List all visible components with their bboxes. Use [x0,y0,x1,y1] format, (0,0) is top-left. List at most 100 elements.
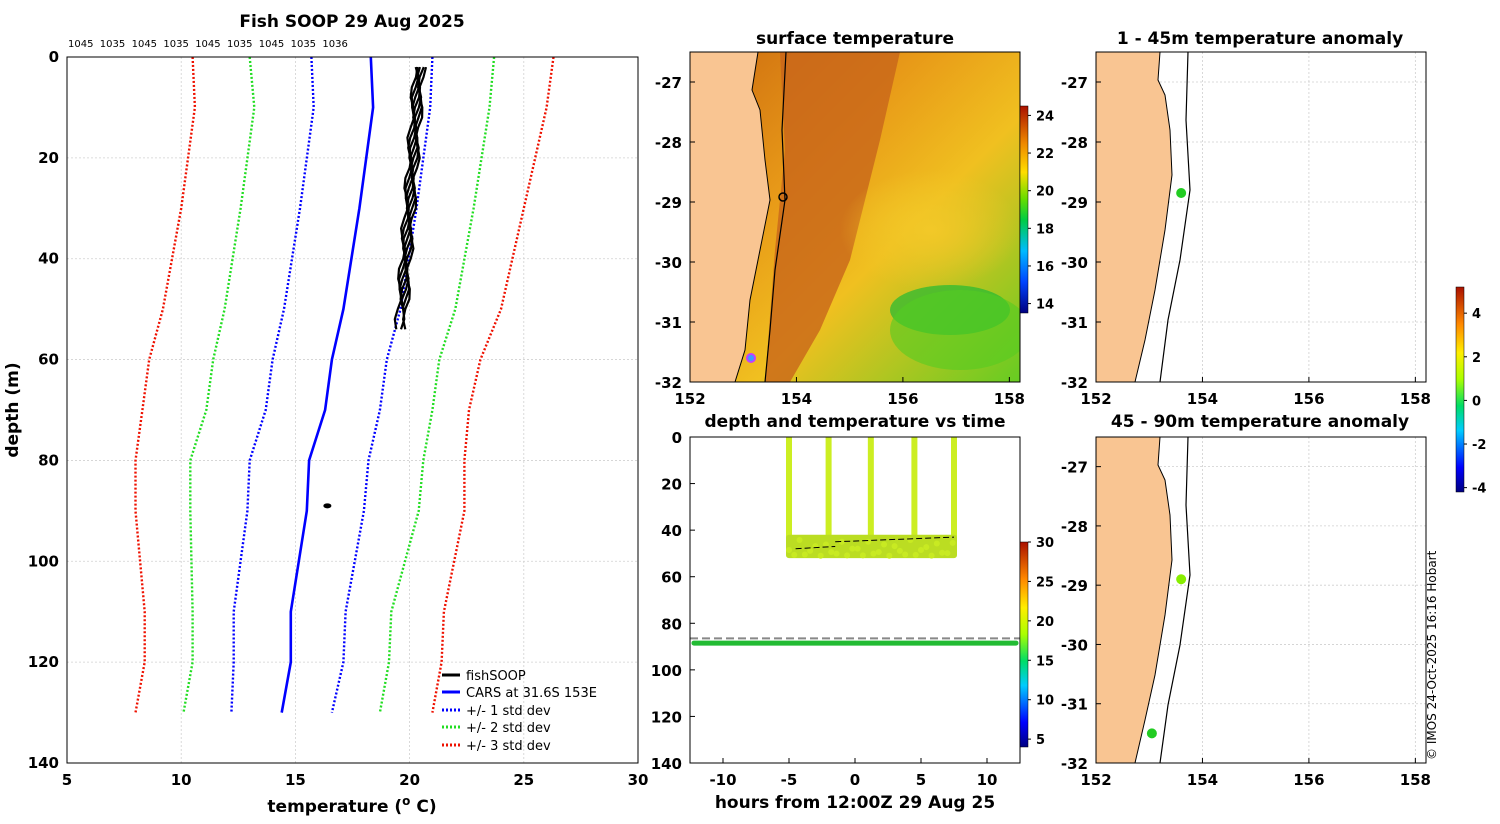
sst-ticks: 152 154 156 158 -27 -28 -29 -30 -31 -32 [655,74,1025,408]
profile-xtick-label: 30 [628,771,649,789]
dive-column [911,437,918,554]
temp-point [918,547,924,554]
profile-line--2-std-dev [182,56,256,713]
profile-line-cars-at-31-6s-153e [280,56,375,713]
map-ytick-label: -32 [655,374,682,392]
dive-column [951,437,957,554]
colorbar-tick-label: 0 [1472,394,1481,409]
map-ytick-label: -30 [1061,254,1088,272]
anomaly-shallow-land [1096,52,1172,382]
time-panel: depth and temperature vs time -10 -5 0 5 100… [651,412,1054,813]
dive-column [825,437,832,554]
temp-point [865,538,872,545]
colorbar-tick-label: 20 [1036,185,1054,200]
anomaly-deep-land [1096,437,1172,763]
colorbar-tick-label: 5 [1036,733,1045,748]
profile-title: Fish SOOP 29 Aug 2025 [239,12,464,32]
legend-item-fishsoop: fishSOOP [442,669,526,684]
anomaly-shallow-title: 1 - 45m temperature anomaly [1117,29,1403,49]
temp-point [807,547,814,554]
map-ytick-label: -31 [1061,314,1088,332]
map-ytick-label: -27 [1061,459,1088,477]
map-ytick-label: -28 [655,134,682,152]
profile-top-label: 1035 [291,39,316,50]
colorbar-tick-label: 24 [1036,109,1054,124]
anomaly-point [1176,188,1187,198]
profile-top-label: 1035 [100,39,125,50]
dive-column [786,437,792,554]
sst-eddy-a [840,170,1020,290]
map-xtick-label: 154 [1187,390,1218,408]
anomaly-shallow-axes-box [1095,51,1427,383]
time-ytick-label: 100 [651,662,682,680]
time-colorbar-ticks: 30 25 20 15 10 5 [1028,536,1054,748]
temp-point [844,552,851,559]
temp-point [949,539,956,546]
legend-label-fishsoop: fishSOOP [466,669,526,684]
map-xtick-label: 152 [674,390,705,408]
temp-point [907,537,914,544]
map-ytick-label: -28 [1061,134,1088,152]
sst-warm-current [765,52,900,382]
temp-point [912,551,919,558]
profile-xtick-label: 20 [399,771,420,789]
legend-item-std1: +/- 1 std dev [442,704,551,719]
map-xtick-label: 156 [1293,771,1324,789]
colorbar-tick-label: 22 [1036,147,1054,162]
map-ytick-label: -28 [1061,518,1088,536]
profile-top-label: 1045 [259,39,284,50]
map-ytick-label: -30 [655,254,682,272]
profile-top-label: 1045 [68,39,93,50]
temp-point [939,549,946,556]
profile-lines [134,56,555,713]
profile-panel: Fish SOOP 29 Aug 2025 1045 1035 1045 1035 10… [3,12,648,817]
time-ytick-label: 0 [672,429,682,447]
sst-shelf-contour [764,52,787,382]
profile-top-label: 1045 [195,39,220,50]
time-xtick-label: 10 [977,771,998,789]
map-ytick-label: -32 [1061,374,1088,392]
profile-top-label: 1035 [227,39,252,50]
profile-top-labels: 1045 1035 1045 1035 1045 1035 1045 1035 1036 [68,39,348,50]
legend-label-std3: +/- 3 std dev [466,739,551,754]
map-xtick-label: 156 [1293,390,1324,408]
profile-xtick-label: 5 [62,771,72,789]
anomaly-deep-panel: 45 - 90m temperature anomaly 152 154 156 15… [1061,286,1486,789]
map-ytick-label: -31 [655,314,682,332]
profile-legend: fishSOOP CARS at 31.6S 153E +/- 1 std de… [442,669,597,754]
anomaly-shallow-ticks: 152 154 156 158 -27 -28 -29 -30 -31 -32 [1061,74,1431,408]
temp-point [796,537,803,544]
temp-point [854,545,861,552]
sst-vessel-marker [778,192,788,202]
colorbar-tick-label: 16 [1036,260,1054,275]
anomaly-colorbar [1455,286,1465,493]
anomaly-deep-contour [1159,436,1191,764]
map-ytick-label: -27 [1061,74,1088,92]
profile-ytick-label: 20 [38,149,59,167]
sst-cars-marker [746,353,756,363]
profile-line-fishsoop [393,66,419,330]
temp-point [923,544,930,551]
anomaly-shallow-points [1176,188,1187,198]
temp-point [817,552,824,559]
anomaly-shallow-coastline [1134,51,1173,383]
anomaly-deep-title: 45 - 90m temperature anomaly [1111,412,1409,432]
sst-eddy-c [890,290,1020,370]
bottom-depth-dash [835,536,955,543]
time-xlabel: hours from 12:00Z 29 Aug 25 [715,793,995,813]
colorbar-tick-label: 10 [1036,694,1054,709]
anomaly-shallow-panel: 1 - 45m temperature anomaly 152 154 156 158… [1061,29,1431,408]
time-xtick-label: 0 [850,771,860,789]
legend-item-std3: +/- 3 std dev [442,739,551,754]
profile-top-label: 1045 [132,39,157,50]
anomaly-deep-ticks: 152 154 156 158 -27 -28 -29 -30 -31 -32 [1061,459,1431,789]
time-xtick-label: -10 [709,771,736,789]
time-xtick-label: -5 [781,771,798,789]
map-ytick-label: -31 [1061,696,1088,714]
time-data [690,437,1020,646]
map-ytick-label: -29 [655,194,682,212]
sst-coastline [734,52,771,382]
profile-line--2-std-dev [378,56,496,713]
temp-point [891,543,898,550]
legend-label-std1: +/- 1 std dev [466,704,551,719]
